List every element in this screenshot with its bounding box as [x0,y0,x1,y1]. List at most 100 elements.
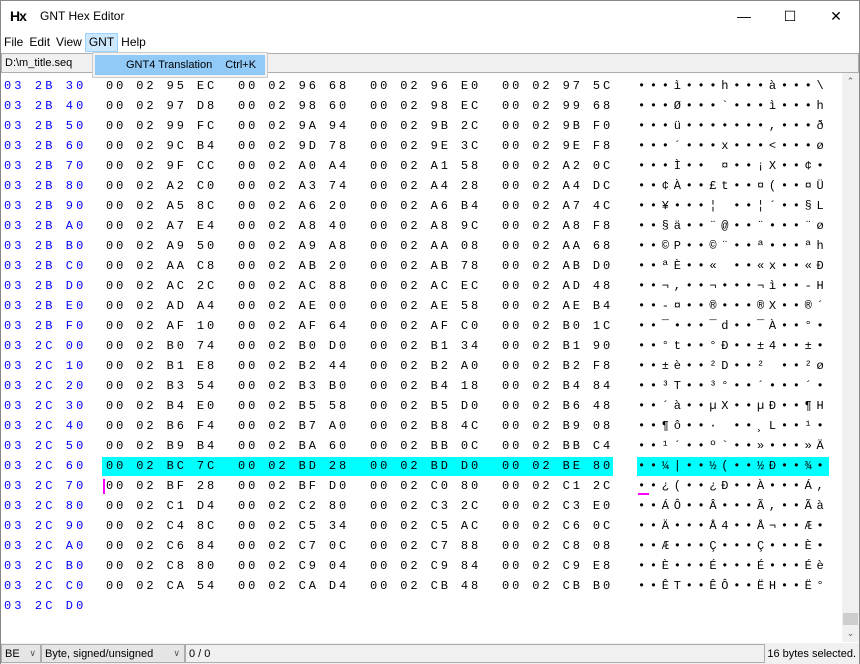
scrollbar-thumb[interactable] [843,613,858,625]
hex-row[interactable]: 03 2B 80 00 02 A2 C0 00 02 A3 74 00 02 A4 2… [1,176,844,196]
hex-row[interactable]: 03 2C 40 00 02 B6 F4 00 02 B7 A0 00 02 B8 4… [1,416,844,436]
hex-group[interactable]: 00 02 A9 50 [106,239,218,253]
hex-row[interactable]: 03 2C D0 [1,596,844,616]
hex-group[interactable]: 00 02 A2 0C [502,159,614,173]
hex-group[interactable]: 00 02 97 D8 [106,99,218,113]
hex-group[interactable]: 00 02 B4 84 [502,379,614,393]
hex-group[interactable]: 00 02 9B F0 [502,119,614,133]
text-column[interactable]: ••¿(••¿Ð••À•••Á, [638,479,829,493]
hex-row[interactable]: 03 2C 20 00 02 B3 54 00 02 B3 B0 00 02 B4 1… [1,376,844,396]
text-column[interactable]: ••¹´••º`••»•••»Ä [638,439,829,453]
hex-row[interactable]: 03 2C C0 00 02 CA 54 00 02 CA D4 00 02 CB 4… [1,576,844,596]
hex-group[interactable]: 00 02 A4 28 [370,179,482,193]
hex-group[interactable]: 00 02 B6 48 [502,399,614,413]
hex-group[interactable]: 00 02 A7 4C [502,199,614,213]
text-column[interactable]: ••±è••²D••² ••²ø [638,359,829,373]
hex-group[interactable]: 00 02 C9 04 [238,559,350,573]
hex-row[interactable]: 03 2B D0 00 02 AC 2C 00 02 AC 88 00 02 AC E… [1,276,844,296]
hex-group[interactable]: 00 02 BC 7C [106,459,218,473]
hex-group[interactable]: 00 02 AA 68 [502,239,614,253]
text-column[interactable]: ••¬,••¬•••¬ì••-H [638,279,829,293]
maximize-button[interactable]: ☐ [783,7,797,24]
hex-group[interactable]: 00 02 C7 88 [370,539,482,553]
hex-group[interactable]: 00 02 C3 E0 [502,499,614,513]
hex-group[interactable]: 00 02 B0 74 [106,339,218,353]
hex-group[interactable]: 00 02 AC 2C [106,279,218,293]
text-column[interactable]: ••¶ô••· ••¸L••¹• [638,419,829,433]
hex-row[interactable]: 03 2C 10 00 02 B1 E8 00 02 B2 44 00 02 B2 A… [1,356,844,376]
text-column[interactable]: •••Ì•• ¤••¡X••¢• [638,159,829,173]
value-field[interactable]: 0 / 0 [185,644,765,663]
hex-group[interactable]: 00 02 A9 A8 [238,239,350,253]
hex-group[interactable]: 00 02 AE B4 [502,299,614,313]
hex-group[interactable]: 00 02 96 E0 [370,79,482,93]
hex-row[interactable]: 03 2B C0 00 02 AA C8 00 02 AB 20 00 02 AB 7… [1,256,844,276]
text-column[interactable]: ••Ä•••Å4••Å¬••Æ• [638,519,829,533]
hex-group[interactable]: 00 02 9D 78 [238,139,350,153]
hex-group[interactable]: 00 02 AD A4 [106,299,218,313]
hex-group[interactable]: 00 02 C2 80 [238,499,350,513]
hex-group[interactable]: 00 02 BE 80 [502,459,614,473]
hex-group[interactable]: 00 02 A6 B4 [370,199,482,213]
hex-group[interactable]: 00 02 A0 A4 [238,159,350,173]
hex-group[interactable]: 00 02 AF 10 [106,319,218,333]
hex-group[interactable]: 00 02 A6 20 [238,199,350,213]
hex-group[interactable]: 00 02 B5 D0 [370,399,482,413]
hex-row[interactable]: 03 2C 80 00 02 C1 D4 00 02 C2 80 00 02 C3 2… [1,496,844,516]
hex-group[interactable]: 00 02 B3 B0 [238,379,350,393]
hex-group[interactable]: 00 02 C8 08 [502,539,614,553]
chevron-down-icon[interactable]: ⌄ [846,628,855,638]
hex-group[interactable]: 00 02 AB 20 [238,259,350,273]
minimize-button[interactable]: — [737,8,751,24]
hex-group[interactable]: 00 02 B4 18 [370,379,482,393]
hex-group[interactable]: 00 02 B4 E0 [106,399,218,413]
hex-group[interactable]: 00 02 C1 2C [502,479,614,493]
hex-row[interactable]: 03 2B B0 00 02 A9 50 00 02 A9 A8 00 02 AA 0… [1,236,844,256]
hex-group[interactable]: 00 02 B1 34 [370,339,482,353]
hex-row[interactable]: 03 2B A0 00 02 A7 E4 00 02 A8 40 00 02 A8 9… [1,216,844,236]
text-column[interactable]: ••ÊT••ÊÔ••ËH••Ë° [638,579,829,593]
hex-row[interactable]: 03 2C 90 00 02 C4 8C 00 02 C5 34 00 02 C5 A… [1,516,844,536]
hex-group[interactable]: 00 02 AF C0 [370,319,482,333]
hex-group[interactable]: 00 02 BD 28 [238,459,350,473]
hex-group[interactable]: 00 02 98 60 [238,99,350,113]
endian-select[interactable]: BE ∨ [1,644,41,663]
hex-group[interactable]: 00 02 AE 58 [370,299,482,313]
hex-group[interactable]: 00 02 C4 8C [106,519,218,533]
close-button[interactable]: ✕ [830,7,842,24]
hex-group[interactable]: 00 02 A2 C0 [106,179,218,193]
menu-item-gnt4-translation[interactable]: GNT4 Translation Ctrl+K [95,55,265,75]
hex-group[interactable]: 00 02 99 68 [502,99,614,113]
hex-group[interactable]: 00 02 AB 78 [370,259,482,273]
hex-row[interactable]: 03 2C 00 00 02 B0 74 00 02 B0 D0 00 02 B1 3… [1,336,844,356]
hex-group[interactable]: 00 02 A3 74 [238,179,350,193]
text-column[interactable]: ••´à••µX••µÐ••¶H [638,399,829,413]
hex-group[interactable]: 00 02 AA 08 [370,239,482,253]
hex-group[interactable]: 00 02 A7 E4 [106,219,218,233]
hex-row[interactable]: 03 2C B0 00 02 C8 80 00 02 C9 04 00 02 C9 8… [1,556,844,576]
hex-group[interactable]: 00 02 CB 48 [370,579,482,593]
hex-row[interactable]: 03 2C 70 00 02 BF 28 00 02 BF D0 00 02 C0 8… [1,476,844,496]
hex-group[interactable]: 00 02 B8 4C [370,419,482,433]
hex-group[interactable]: 00 02 C8 80 [106,559,218,573]
text-column[interactable]: ••¥•••¦ ••¦´••§L [638,199,829,213]
hex-group[interactable]: 00 02 B6 F4 [106,419,218,433]
hex-group[interactable]: 00 02 C5 34 [238,519,350,533]
hex-group[interactable]: 00 02 BA 60 [238,439,350,453]
hex-group[interactable]: 00 02 CA D4 [238,579,350,593]
hex-group[interactable]: 00 02 C1 D4 [106,499,218,513]
hex-group[interactable]: 00 02 9C B4 [106,139,218,153]
hex-group[interactable]: 00 02 9E F8 [502,139,614,153]
hex-group[interactable]: 00 02 AB D0 [502,259,614,273]
menu-gnt[interactable]: GNT [84,32,119,52]
hex-group[interactable]: 00 02 B3 54 [106,379,218,393]
hex-row[interactable]: 03 2B 30 00 02 95 EC 00 02 96 68 00 02 96 E… [1,76,844,96]
text-column[interactable]: ••³T••³°••´•••´• [638,379,829,393]
vertical-scrollbar[interactable]: ⌃ ⌄ [842,73,859,642]
hex-row[interactable]: 03 2B 40 00 02 97 D8 00 02 98 60 00 02 98 E… [1,96,844,116]
hex-group[interactable]: 00 02 BF 28 [106,479,218,493]
hex-group[interactable]: 00 02 97 5C [502,79,614,93]
hex-group[interactable]: 00 02 99 FC [106,119,218,133]
hex-group[interactable]: 00 02 C7 0C [238,539,350,553]
hex-row[interactable]: 03 2C 50 00 02 B9 B4 00 02 BA 60 00 02 BB 0… [1,436,844,456]
